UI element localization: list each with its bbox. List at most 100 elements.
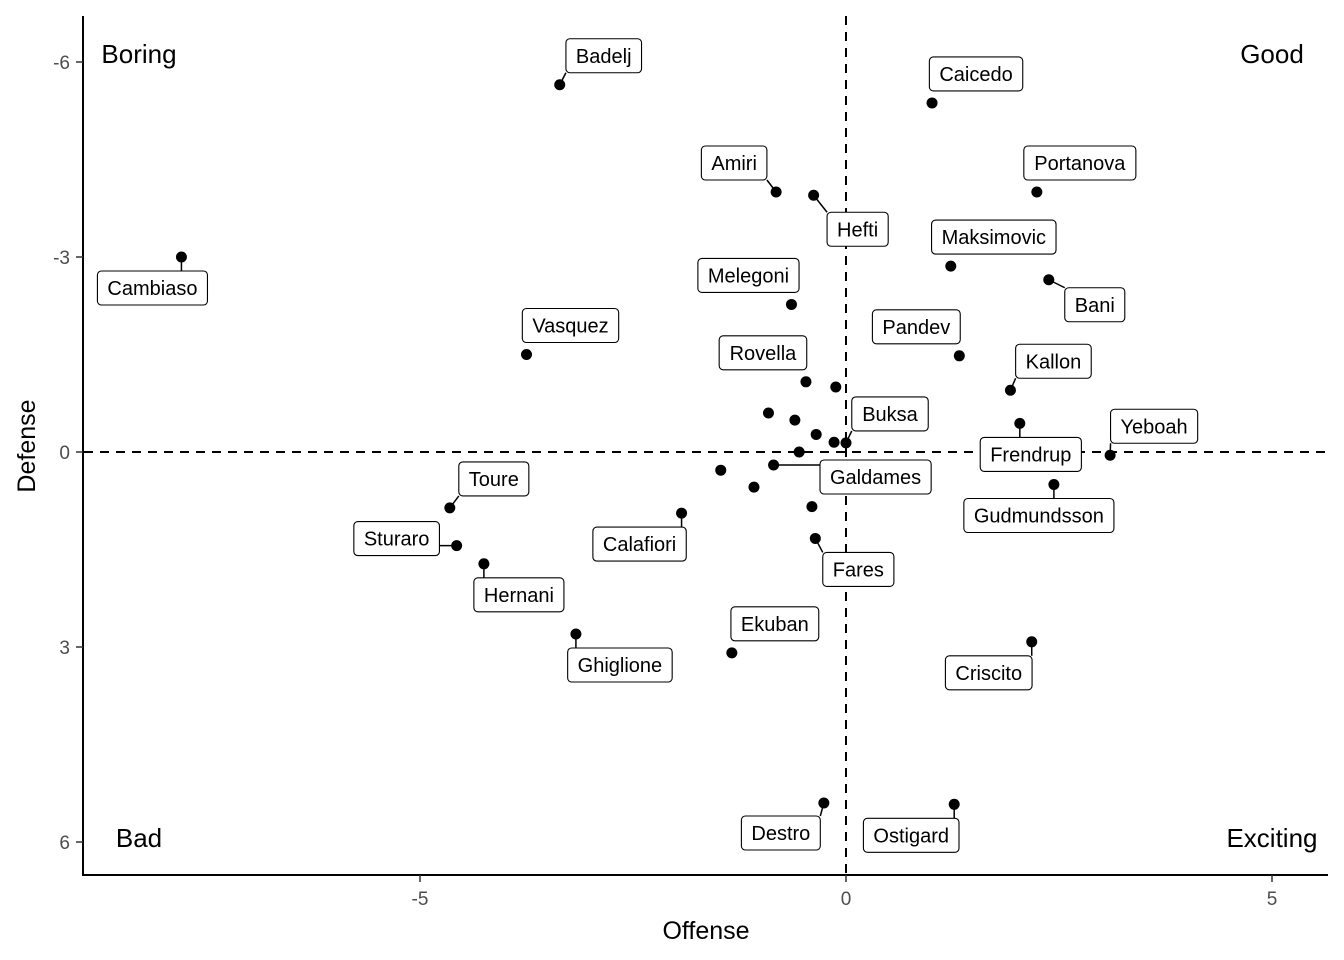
- point-bani: [1043, 274, 1055, 286]
- y-tick-label: 6: [59, 833, 70, 854]
- label-text: Maksimovic: [942, 227, 1046, 249]
- label-box: [353, 521, 440, 557]
- point-unlabeled: [762, 407, 774, 419]
- point-amiri: [770, 186, 782, 198]
- label-vasquez: Vasquez: [521, 307, 620, 344]
- quadrant-label-bad: Bad: [116, 823, 162, 853]
- label-text: Sturaro: [364, 529, 430, 551]
- label-text: Ostigard: [873, 825, 949, 847]
- axes: -5 0 5 -6 -3 0 3 6 Offense Defense: [13, 16, 1328, 945]
- label-box: [96, 270, 209, 306]
- label-box: [1023, 145, 1137, 181]
- x-axis-title: Offense: [662, 917, 749, 945]
- point-frendrup: [1014, 417, 1026, 429]
- data-points: [175, 79, 1116, 810]
- label-text: Vasquez: [532, 316, 608, 338]
- point-toure: [444, 502, 456, 514]
- point-hefti: [808, 189, 820, 201]
- label-box: [1110, 408, 1199, 444]
- label-buksa: Buksa: [851, 396, 929, 432]
- label-box: [592, 526, 687, 562]
- point-unlabeled: [810, 428, 822, 440]
- x-tick-label: -5: [412, 889, 429, 910]
- y-tick-label: -3: [53, 248, 70, 269]
- quadrant-label-exciting: Exciting: [1226, 823, 1317, 853]
- label-gudmundsson: Gudmundsson: [963, 497, 1115, 534]
- label-badelj: Badelj: [565, 38, 643, 74]
- label-text: Rovella: [730, 343, 798, 365]
- point-labels: Badelj Caicedo Amiri Hefti Portanova Cambiaso…: [96, 38, 1199, 853]
- y-tick-label: -6: [53, 53, 70, 74]
- label-box: [931, 219, 1057, 255]
- point-unlabeled: [748, 481, 760, 493]
- point-hernani: [478, 558, 490, 570]
- label-text: Melegoni: [708, 265, 789, 287]
- x-tick-label: 5: [1267, 889, 1278, 910]
- quadrant-label-good: Good: [1240, 39, 1304, 69]
- point-unlabeled: [828, 436, 840, 448]
- label-text: Galdames: [830, 467, 921, 489]
- point-gudmundsson: [1048, 479, 1060, 490]
- point-unlabeled: [806, 501, 818, 513]
- label-text: Ghiglione: [578, 655, 663, 677]
- point-rovella: [800, 376, 812, 388]
- point-yeboah: [1104, 449, 1116, 461]
- label-sturaro: Sturaro: [353, 521, 440, 557]
- label-text: Destro: [751, 823, 810, 845]
- x-tick-label: 0: [841, 889, 852, 910]
- label-cambiaso: Cambiaso: [96, 270, 209, 306]
- point-unlabeled: [715, 464, 727, 476]
- label-box: [963, 497, 1115, 534]
- label-leader-lines: [180, 72, 1112, 819]
- label-portanova: Portanova: [1023, 145, 1137, 181]
- label-box: [819, 459, 932, 495]
- x-ticks: -5 0 5: [412, 875, 1278, 910]
- point-galdames: [768, 459, 780, 471]
- point-calafiori: [676, 507, 688, 519]
- label-box: [822, 551, 895, 588]
- label-text: Pandev: [882, 317, 950, 339]
- label-yeboah: Yeboah: [1110, 408, 1199, 444]
- label-box: [700, 145, 768, 181]
- label-box: [473, 577, 565, 613]
- label-destro: Destro: [740, 815, 821, 851]
- quadrant-labels: Boring Good Bad Exciting: [101, 39, 1317, 853]
- point-fares: [809, 532, 821, 544]
- label-melegoni: Melegoni: [697, 257, 800, 294]
- label-box: [730, 606, 820, 642]
- label-calafiori: Calafiori: [592, 526, 687, 562]
- y-ticks: -6 -3 0 3 6: [53, 53, 83, 854]
- label-text: Cambiaso: [107, 278, 197, 300]
- label-box: [565, 38, 643, 74]
- label-rovella: Rovella: [718, 335, 808, 371]
- label-text: Caicedo: [939, 64, 1012, 86]
- label-box: [944, 655, 1033, 691]
- point-badelj: [554, 79, 566, 91]
- y-axis-title: Defense: [13, 399, 41, 492]
- label-box: [567, 647, 673, 683]
- label-box: [521, 307, 620, 344]
- point-sturaro: [451, 540, 463, 552]
- label-fares: Fares: [822, 551, 895, 588]
- label-text: Yeboah: [1121, 416, 1188, 438]
- label-maksimovic: Maksimovic: [931, 219, 1057, 255]
- label-toure: Toure: [458, 461, 530, 497]
- label-box: [862, 817, 960, 853]
- label-caicedo: Caicedo: [928, 56, 1024, 92]
- point-criscito: [1026, 636, 1038, 648]
- label-text: Fares: [833, 559, 884, 581]
- point-unlabeled: [789, 414, 801, 426]
- label-box: [826, 211, 889, 247]
- label-box: [851, 396, 929, 432]
- label-criscito: Criscito: [944, 655, 1033, 691]
- label-ekuban: Ekuban: [730, 606, 820, 642]
- label-box: [928, 56, 1024, 92]
- label-box: [871, 309, 961, 345]
- point-pandev: [953, 350, 965, 362]
- label-hefti: Hefti: [826, 211, 889, 247]
- label-text: Calafiori: [603, 534, 676, 556]
- point-ostigard: [948, 798, 960, 810]
- label-text: Amiri: [711, 153, 757, 175]
- label-kallon: Kallon: [1015, 343, 1092, 379]
